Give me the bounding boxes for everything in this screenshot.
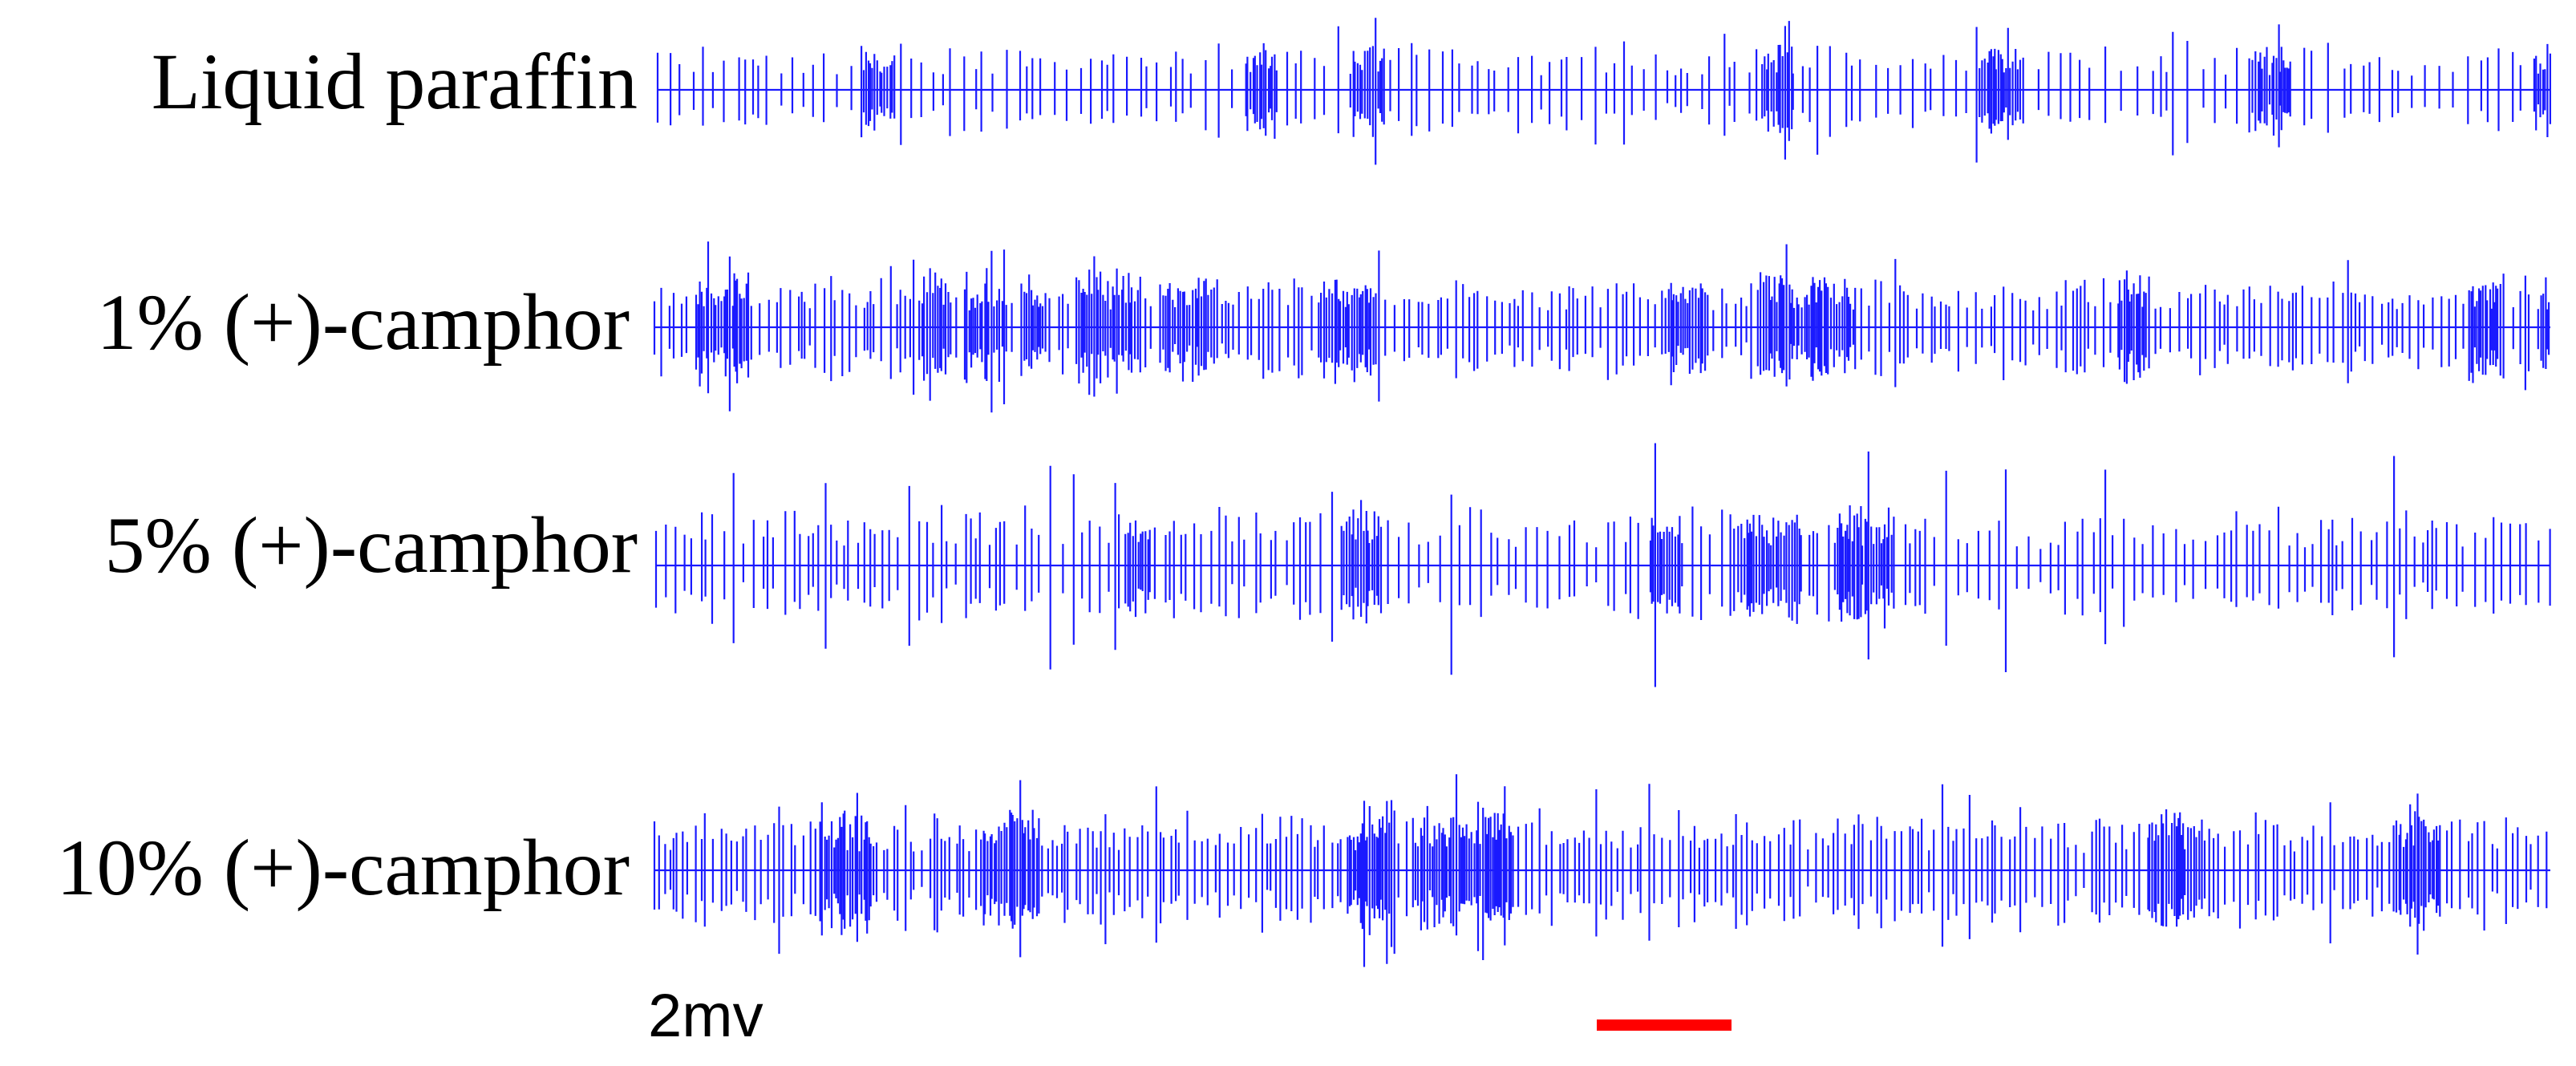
traces — [653, 18, 2551, 967]
time-scale-bar — [1597, 1019, 1732, 1031]
trace — [654, 443, 2551, 687]
trace — [656, 18, 2551, 165]
row-label: 5% (+)-camphor — [105, 501, 638, 590]
scale-label: 2mv — [648, 982, 763, 1050]
row-label: Liquid paraffin — [152, 37, 638, 126]
row-label: 1% (+)-camphor — [97, 278, 630, 367]
row-label: 10% (+)-camphor — [57, 823, 630, 912]
trace — [653, 241, 2550, 413]
trace — [653, 774, 2550, 967]
